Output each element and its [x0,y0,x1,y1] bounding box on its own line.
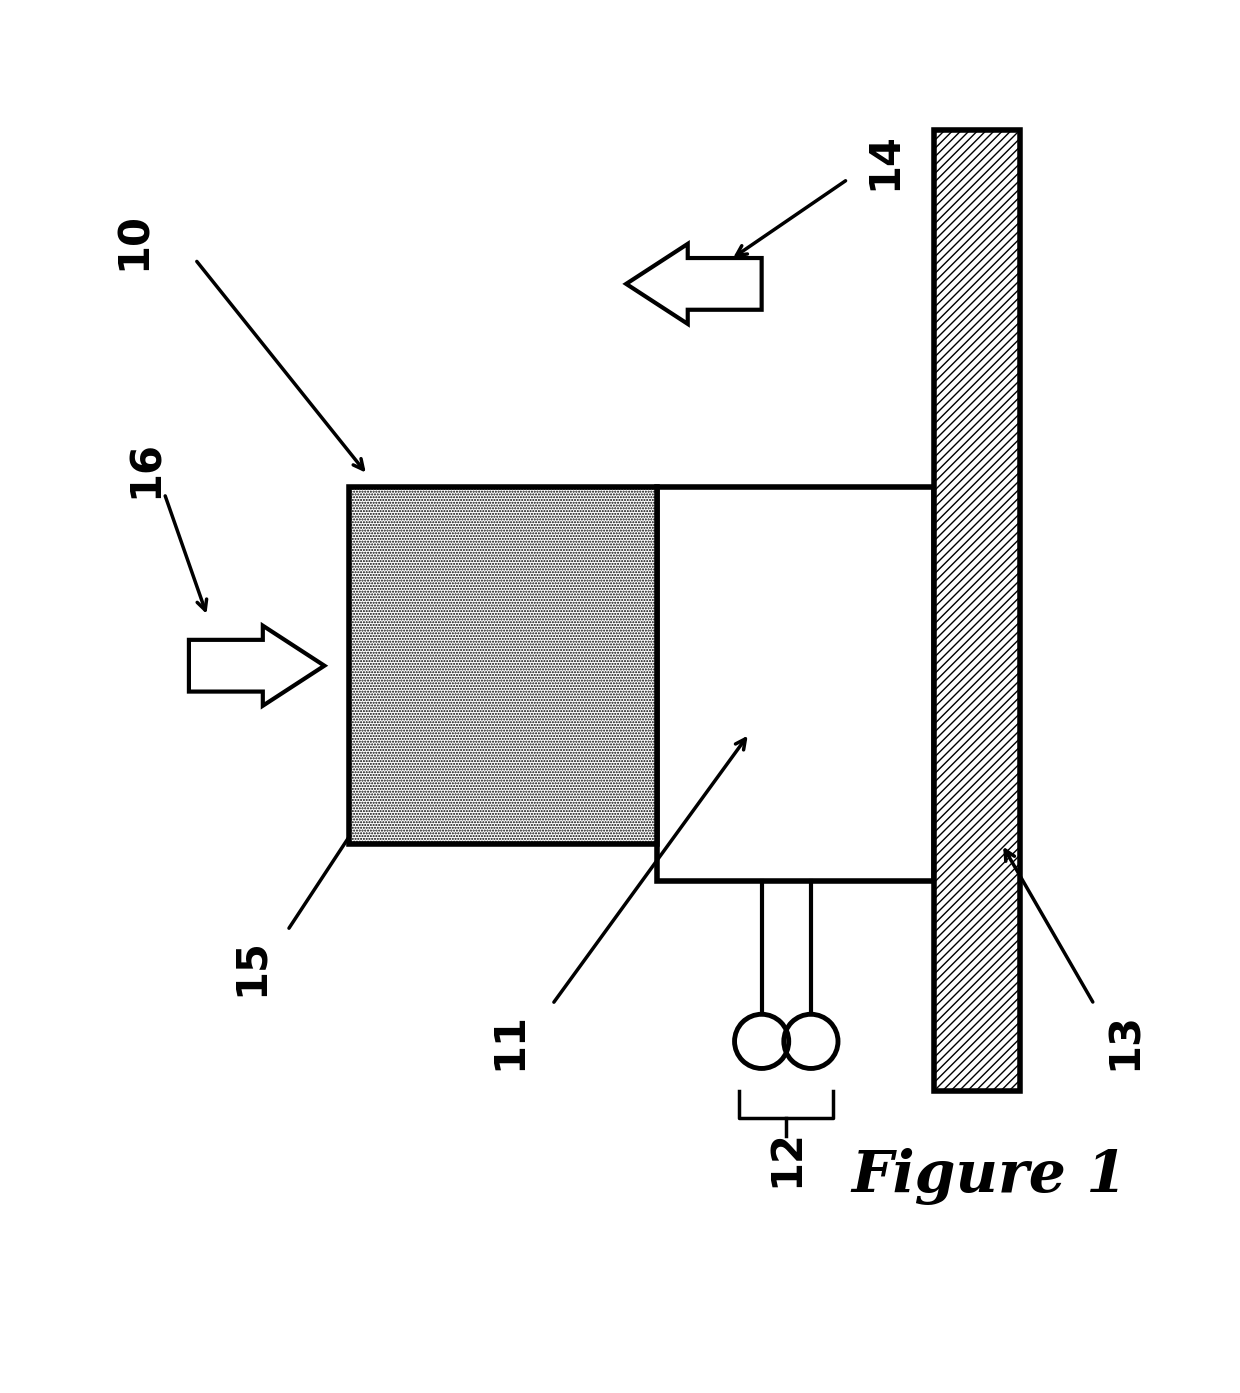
Text: 14: 14 [864,132,905,189]
Text: 15: 15 [229,939,272,996]
FancyArrow shape [626,244,761,325]
FancyArrow shape [188,625,325,706]
Bar [348,488,657,844]
Text: 16: 16 [125,440,167,497]
Bar [657,488,934,882]
Text: 12: 12 [765,1130,807,1187]
Bar [934,130,1021,1091]
Text: Figure 1: Figure 1 [852,1148,1127,1205]
Text: 10: 10 [113,212,155,270]
Text: 13: 13 [1104,1013,1146,1070]
Text: 11: 11 [489,1013,531,1070]
